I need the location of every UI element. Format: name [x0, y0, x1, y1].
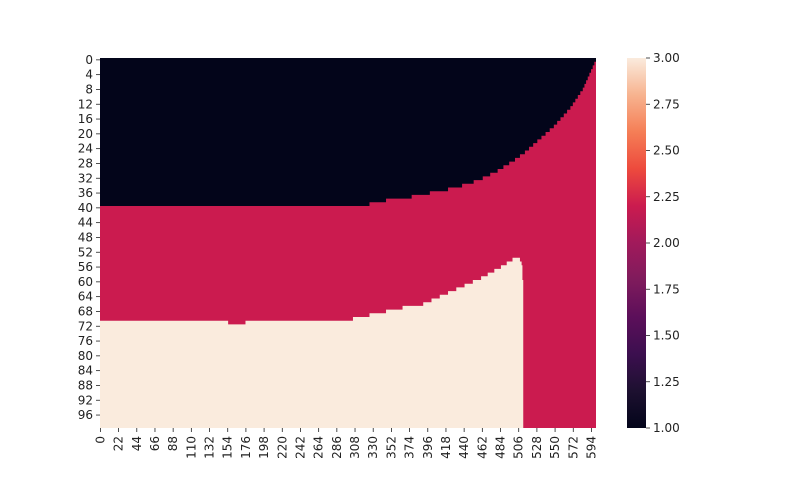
y-tick-label: 84 [78, 364, 93, 378]
x-tick-label: 22 [112, 436, 126, 451]
y-tick-label: 56 [78, 260, 93, 274]
colorbar-tick-label: 1.25 [653, 375, 680, 389]
x-tick-label: 198 [257, 436, 271, 459]
x-tick-label: 484 [494, 436, 508, 459]
heatmap-region-value-3 [100, 257, 524, 428]
colorbar-tick-label: 2.75 [653, 97, 680, 111]
y-tick-label: 28 [78, 156, 93, 170]
colorbar: 1.00 1.25 1.50 1.75 2.00 2.25 2.50 2.75 3.00 [627, 51, 680, 435]
x-tick-label: 396 [421, 436, 435, 459]
x-tick-label: 550 [548, 436, 562, 459]
y-tick-label: 40 [78, 201, 93, 215]
y-axis: 0481216202428323640444852566064687276808… [78, 53, 100, 422]
x-tick-label: 528 [530, 436, 544, 459]
colorbar-tick-label: 2.50 [653, 144, 680, 158]
y-tick-label: 8 [85, 82, 93, 96]
colorbar-tick-label: 2.25 [653, 190, 680, 204]
x-tick-label: 0 [93, 436, 107, 444]
y-tick-label: 20 [78, 127, 93, 141]
x-tick-label: 572 [566, 436, 580, 459]
x-tick-label: 594 [584, 436, 598, 459]
y-tick-label: 52 [78, 245, 93, 259]
y-tick-label: 32 [78, 171, 93, 185]
colorbar-tick-label: 1.50 [653, 329, 680, 343]
x-tick-label: 88 [166, 436, 180, 451]
heatmap-region-value-1 [100, 58, 596, 206]
y-tick-label: 48 [78, 230, 93, 244]
y-tick-label: 12 [78, 97, 93, 111]
x-axis: 0 22 44 66 88 110 132 154 176 198 220 242 264 286 308 3… [93, 428, 598, 459]
x-tick-label: 132 [203, 436, 217, 459]
y-tick-label: 44 [78, 216, 93, 230]
y-tick-label: 36 [78, 186, 93, 200]
x-tick-label: 418 [439, 436, 453, 459]
y-tick-label: 80 [78, 349, 93, 363]
x-tick-label: 220 [275, 436, 289, 459]
x-tick-label: 506 [512, 436, 526, 459]
heatmap-plot-area [100, 58, 596, 428]
y-tick-label: 4 [85, 68, 93, 82]
colorbar-tick-label: 1.75 [653, 282, 680, 296]
x-tick-label: 374 [403, 436, 417, 459]
y-tick-label: 60 [78, 275, 93, 289]
y-tick-label: 24 [78, 142, 93, 156]
x-tick-label: 286 [330, 436, 344, 459]
x-tick-label: 352 [384, 436, 398, 459]
y-tick-label: 96 [78, 408, 93, 422]
y-tick-label: 72 [78, 319, 93, 333]
x-tick-label: 110 [184, 436, 198, 459]
x-tick-label: 330 [366, 436, 380, 459]
x-tick-label: 66 [148, 436, 162, 451]
x-tick-label: 308 [348, 436, 362, 459]
y-tick-label: 92 [78, 393, 93, 407]
y-tick-label: 76 [78, 334, 93, 348]
x-tick-label: 242 [293, 436, 307, 459]
colorbar-gradient [627, 58, 646, 428]
x-tick-label: 462 [475, 436, 489, 459]
y-tick-label: 0 [85, 53, 93, 67]
y-tick-label: 68 [78, 304, 93, 318]
colorbar-tick-label: 3.00 [653, 51, 680, 65]
x-tick-label: 176 [239, 436, 253, 459]
x-tick-label: 154 [221, 436, 235, 459]
y-tick-label: 64 [78, 290, 93, 304]
x-tick-label: 44 [130, 436, 144, 451]
y-tick-label: 88 [78, 378, 93, 392]
x-tick-label: 264 [312, 436, 326, 459]
y-tick-label: 16 [78, 112, 93, 126]
colorbar-tick-label: 2.00 [653, 236, 680, 250]
x-tick-label: 440 [457, 436, 471, 459]
colorbar-tick-label: 1.00 [653, 421, 680, 435]
